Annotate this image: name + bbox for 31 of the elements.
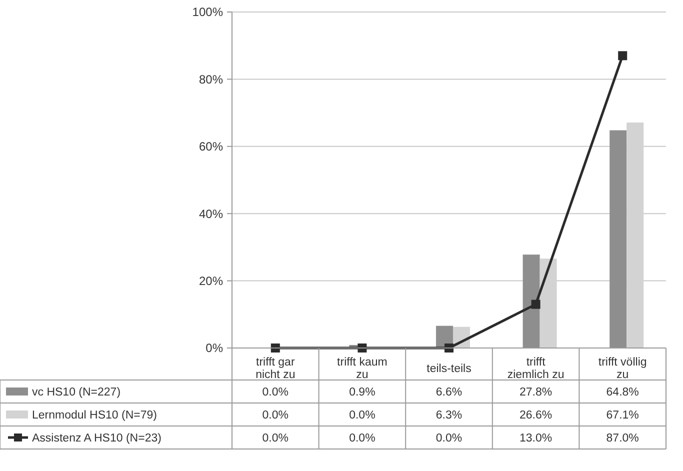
- data-label: 6.6%: [436, 386, 462, 399]
- data-label: 26.6%: [519, 410, 552, 422]
- x-tick-label: trifft völlig zu: [598, 356, 647, 382]
- legend-label: Assistenz A HS10 (N=23): [32, 432, 162, 445]
- data-label: 0.0%: [349, 432, 376, 445]
- y-tick-label: 20%: [198, 274, 224, 288]
- x-tick-label: teils-teils: [426, 363, 472, 376]
- legend-label: Lernmodul HS10 (N=79): [32, 410, 158, 422]
- x-tick-label: trifft kaum zu: [337, 356, 388, 382]
- point: [618, 51, 628, 60]
- y-tick-label: 40%: [198, 206, 224, 221]
- data-label: 0.0%: [436, 432, 462, 445]
- data-label: 0.0%: [262, 410, 289, 422]
- data-label: 87.0%: [606, 432, 639, 445]
- point: [531, 300, 540, 309]
- data-label: 6.3%: [436, 410, 462, 422]
- y-tick-label: 0%: [206, 341, 224, 356]
- data-label: 0.0%: [262, 432, 289, 445]
- data-label: 0.9%: [349, 386, 376, 399]
- data-label: 0.0%: [262, 386, 289, 399]
- x-tick-label: trifft gar nicht zu: [256, 356, 296, 382]
- y-tick-label: 80%: [198, 72, 224, 86]
- data-label: 67.1%: [606, 410, 639, 422]
- y-tick-label: 100%: [192, 5, 224, 20]
- data-label: 27.8%: [519, 386, 552, 399]
- data-label: 0.0%: [349, 410, 376, 422]
- data-label: 13.0%: [519, 432, 552, 445]
- y-tick-label: 60%: [198, 140, 224, 154]
- data-label: 64.8%: [606, 386, 639, 399]
- legend-label: vc HS10 (N=227): [32, 386, 121, 399]
- x-tick-label: trifft ziemlich zu: [507, 356, 564, 382]
